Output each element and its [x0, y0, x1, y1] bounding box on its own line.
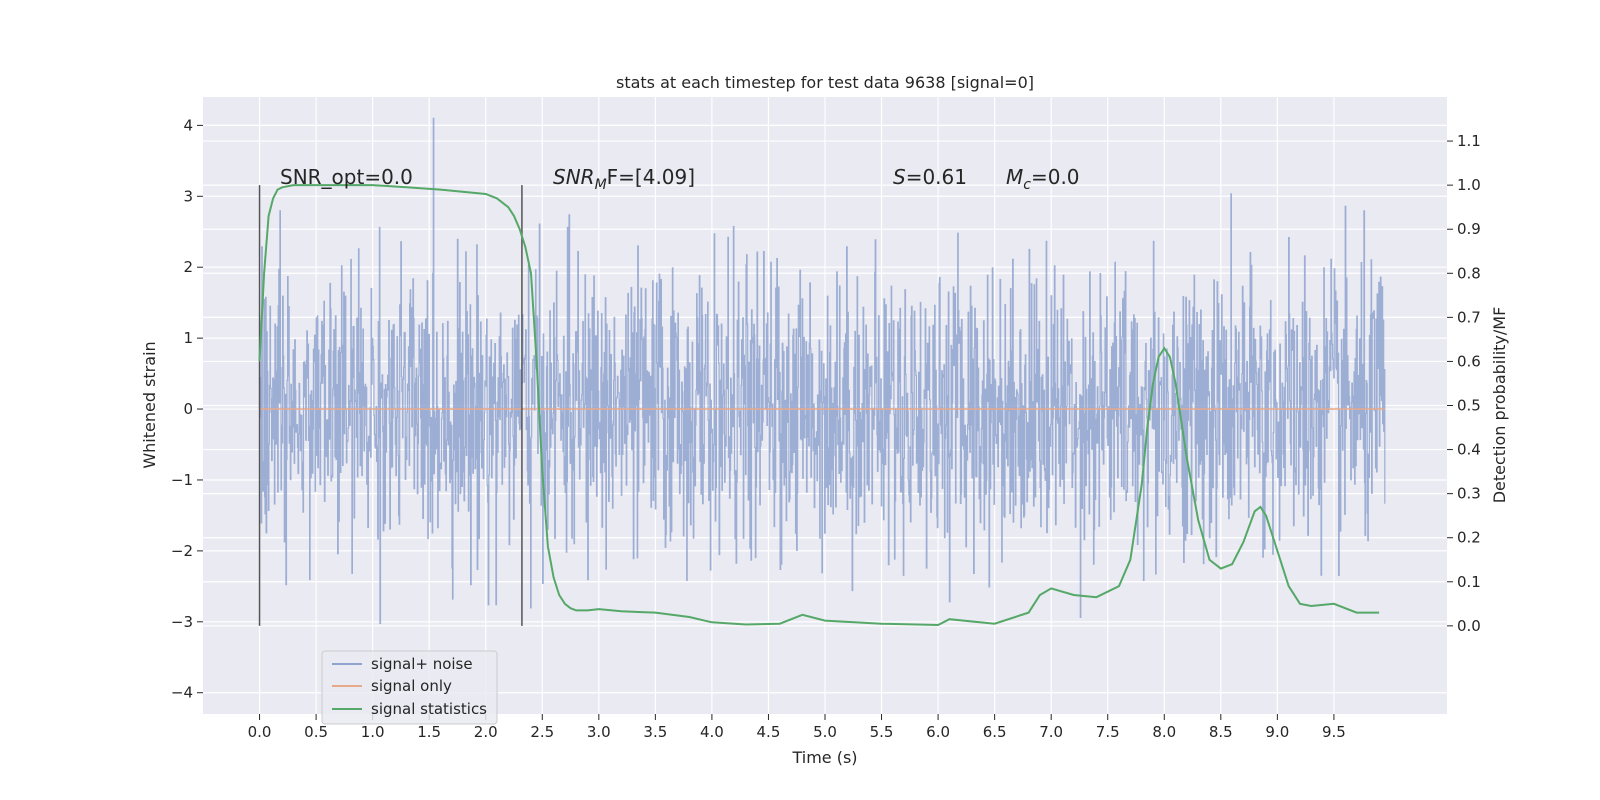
y-right-tick-label: 0.3	[1457, 485, 1481, 503]
legend-label-signal-only: signal only	[371, 677, 452, 695]
y-right-axis-label: Detection probability/MF	[1490, 307, 1509, 504]
y-left-tick-label: 4	[183, 116, 193, 134]
annotation-mc: Mc=0.0	[1006, 165, 1080, 193]
annotation-s-italic: S	[893, 165, 906, 189]
chart-title: stats at each timestep for test data 963…	[616, 73, 1034, 92]
y-right-tick-label: 0.1	[1457, 573, 1481, 591]
y-right-tick-label: 0.7	[1457, 308, 1481, 326]
y-left-tick-label: 3	[183, 187, 193, 205]
x-tick-label: 3.0	[587, 723, 611, 741]
y-left-tick-label: −4	[171, 684, 193, 702]
x-tick-label: 7.5	[1096, 723, 1120, 741]
x-tick-label: 1.0	[361, 723, 385, 741]
x-tick-label: 5.5	[870, 723, 894, 741]
legend-box	[321, 650, 498, 725]
x-tick-label: 8.0	[1152, 723, 1176, 741]
legend-label-signal-statistics: signal statistics	[371, 700, 487, 718]
y-right-tick-label: 0.6	[1457, 352, 1481, 370]
y-left-tick-label: 1	[183, 329, 193, 347]
x-tick-label: 5.0	[813, 723, 837, 741]
annotation-mc-value: =0.0	[1031, 165, 1080, 189]
y-left-tick-label: 2	[183, 258, 193, 276]
y-right-tick-label: 1.0	[1457, 176, 1481, 194]
signal-noise-trace	[258, 117, 1386, 624]
y-left-axis-label: Whitened strain	[140, 341, 159, 468]
annotation-s-value: =0.61	[906, 165, 967, 189]
annotation-snr-mf-sub: M	[595, 177, 607, 193]
x-tick-label: 9.5	[1322, 723, 1346, 741]
y-left-axis-ticks: 4 3 2 1 0 −1 −2 −3 −4	[171, 116, 203, 702]
y-right-tick-label: 1.1	[1457, 132, 1481, 150]
x-tick-label: 6.0	[926, 723, 950, 741]
x-tick-label: 2.5	[530, 723, 554, 741]
annotation-snr-mf-main: SNR	[553, 165, 595, 189]
y-right-axis-ticks: 1.1 1.0 0.9 0.8 0.7 0.6 0.5 0.4 0.3 0.2 0.1 0.0	[1447, 132, 1481, 635]
annotation-snr-mf-rest: F=[4.09]	[607, 165, 695, 189]
x-tick-label: 6.5	[983, 723, 1007, 741]
x-tick-label: 4.5	[757, 723, 781, 741]
legend: signal+ noise signal only signal statist…	[321, 650, 498, 725]
annotation-snr-opt: SNR_opt=0.0	[280, 165, 413, 189]
annotation-s: S=0.61	[893, 165, 967, 189]
x-tick-label: 0.5	[304, 723, 328, 741]
y-left-tick-label: −1	[171, 471, 193, 489]
x-axis-ticks: 0.0 0.5 1.0 1.5 2.0 2.5 3.0 3.5 4.0 4.5 5.0 5.5 6.0 6…	[248, 714, 1346, 741]
y-right-tick-label: 0.9	[1457, 220, 1481, 238]
series-signal-noise	[258, 117, 1386, 624]
series-signal-statistics	[258, 184, 1380, 627]
y-left-tick-label: −3	[171, 613, 193, 631]
x-tick-label: 0.0	[248, 723, 272, 741]
y-right-tick-label: 0.5	[1457, 397, 1481, 415]
x-tick-label: 8.5	[1209, 723, 1233, 741]
annotation-snr-mf: SNRMF=[4.09]	[553, 165, 695, 193]
y-right-tick-label: 0.2	[1457, 529, 1481, 547]
legend-label-signal-noise: signal+ noise	[371, 655, 473, 673]
x-tick-label: 7.0	[1039, 723, 1063, 741]
x-tick-label: 1.5	[417, 723, 441, 741]
x-axis-label: Time (s)	[791, 748, 857, 767]
x-tick-label: 3.5	[643, 723, 667, 741]
vertical-markers	[258, 185, 523, 626]
y-left-tick-label: −2	[171, 542, 193, 560]
x-tick-label: 2.0	[474, 723, 498, 741]
x-tick-label: 9.0	[1265, 723, 1289, 741]
y-right-tick-label: 0.8	[1457, 264, 1481, 282]
y-right-tick-label: 0.4	[1457, 441, 1481, 459]
x-tick-label: 4.0	[700, 723, 724, 741]
annotation-mc-sub: c	[1023, 177, 1031, 193]
y-left-tick-label: 0	[183, 400, 193, 418]
y-right-tick-label: 0.0	[1457, 617, 1481, 635]
annotation-mc-main: M	[1006, 165, 1023, 189]
